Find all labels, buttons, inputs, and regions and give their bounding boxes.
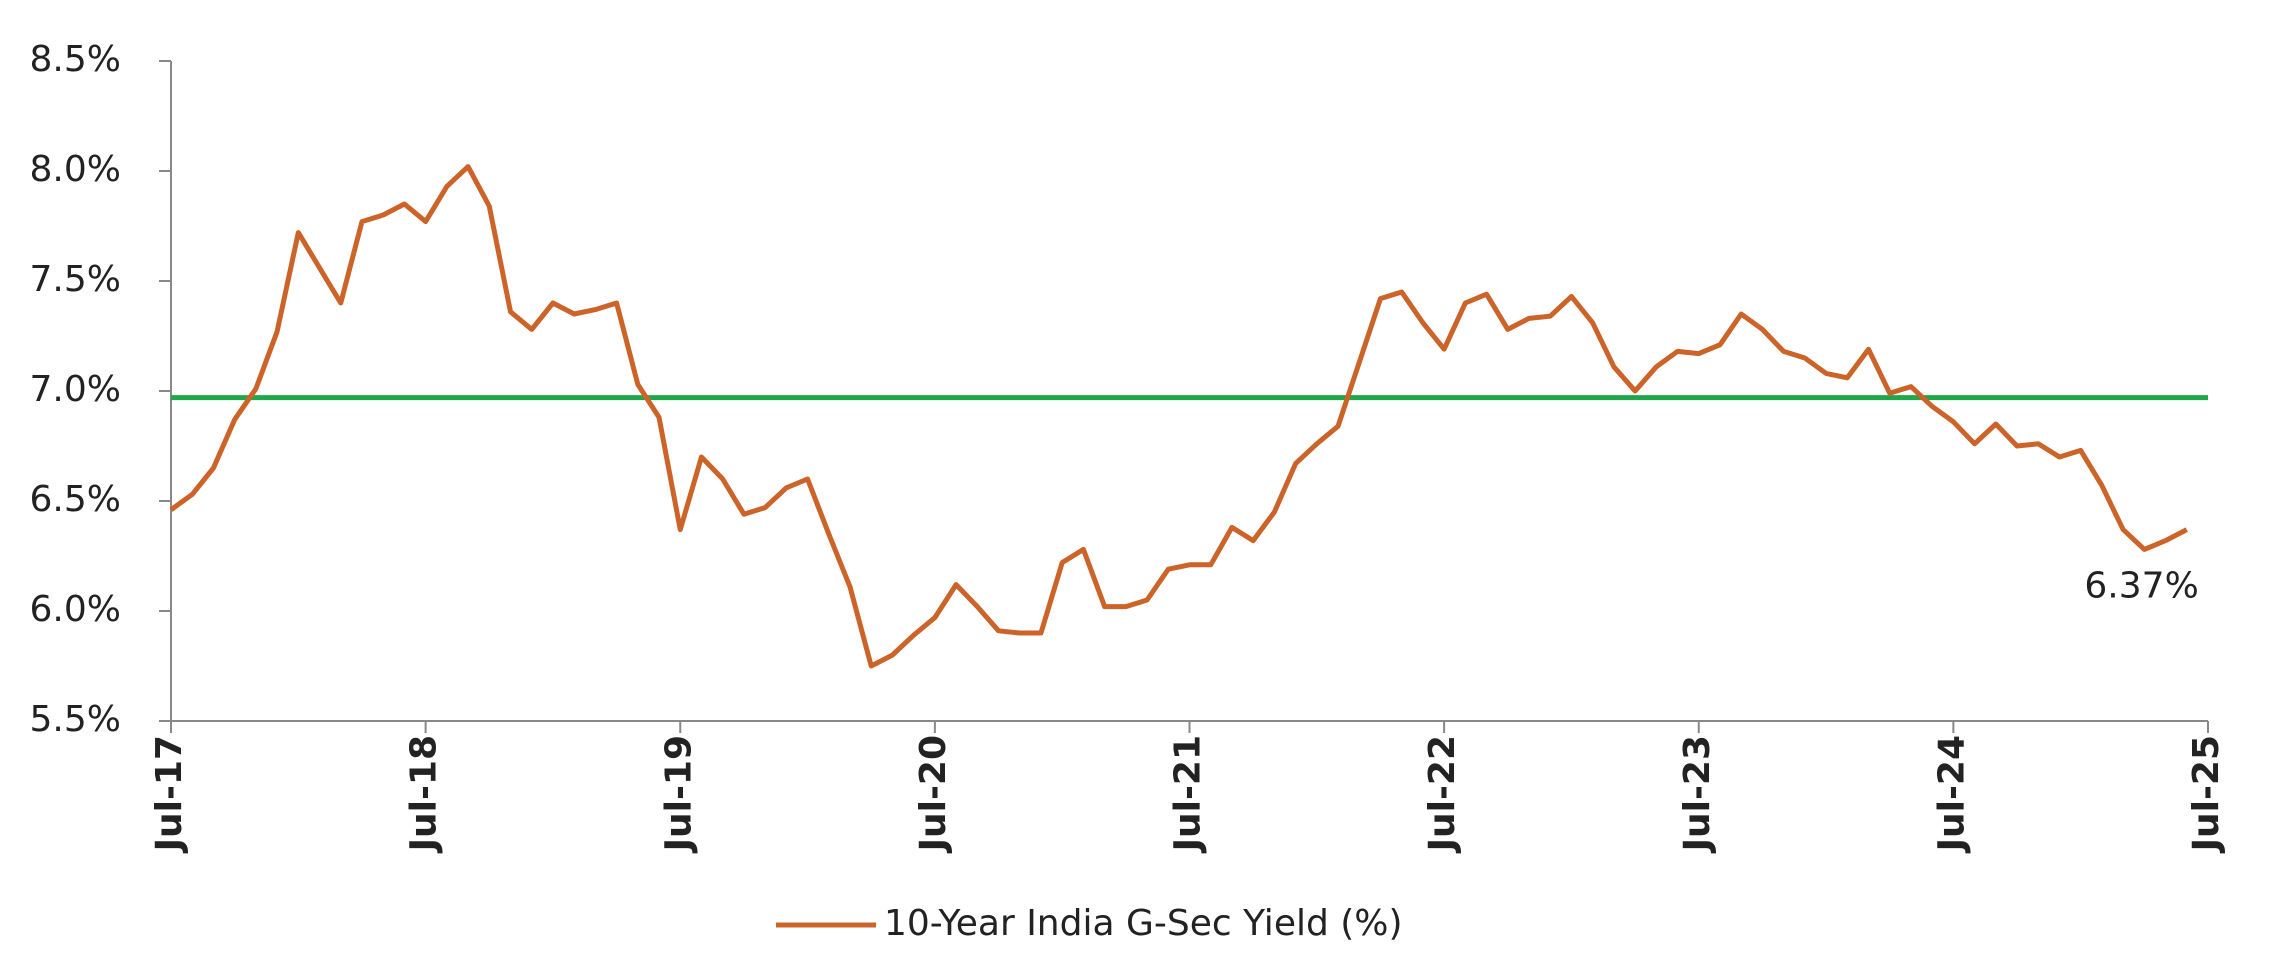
x-tick-label: Jul-22 [1422, 735, 1463, 854]
x-tick-label: Jul-23 [1677, 735, 1718, 854]
y-tick-label: 6.5% [30, 479, 121, 520]
x-tick-label: Jul-17 [149, 735, 190, 854]
y-tick-label: 5.5% [30, 699, 121, 740]
x-tick-label: Jul-20 [913, 735, 954, 854]
data-line [169, 164, 2188, 669]
y-tick-label: 7.0% [30, 369, 121, 410]
y-tick-label: 8.0% [30, 149, 121, 190]
x-tick-label: Jul-18 [404, 735, 445, 854]
x-tick-label: Jul-19 [658, 735, 699, 854]
legend-label: 10-Year India G-Sec Yield (%) [884, 903, 1403, 944]
data-label: 6.37% [2084, 566, 2198, 607]
y-tick-label: 7.5% [30, 259, 121, 300]
x-tick-label: Jul-24 [1931, 735, 1972, 854]
x-tick-label: Jul-21 [1168, 735, 1209, 854]
x-tick-label: Jul-25 [2186, 735, 2227, 854]
y-tick-label: 6.0% [30, 589, 121, 630]
y-tick-label: 8.5% [30, 39, 121, 80]
